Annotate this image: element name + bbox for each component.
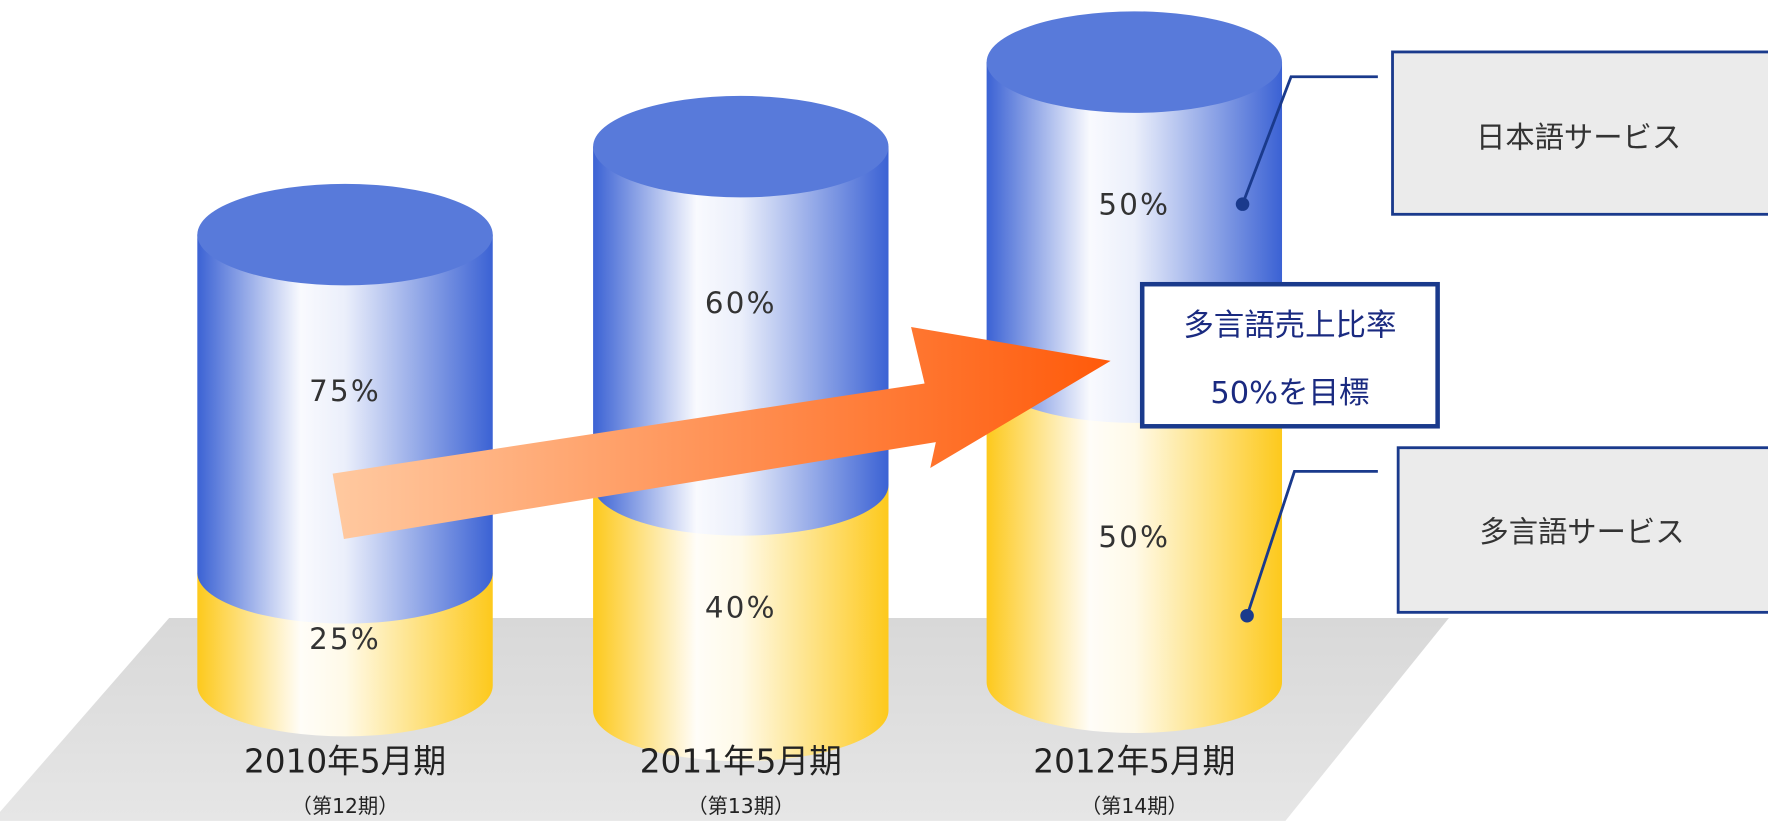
x-tick-label: 2012年5月期	[1033, 742, 1235, 780]
cylinder-top	[593, 95, 889, 198]
x-tick-sublabel: （第13期）	[687, 794, 794, 818]
leader-dot	[1235, 197, 1250, 211]
leader-dot	[1240, 608, 1254, 623]
value-label: 50%	[1098, 520, 1170, 554]
annotation-text: 多言語売上比率	[1183, 309, 1396, 344]
cylinders: 2010年5月期 （第12期） 2011年5月期 （第13期） 2012年5月期 （第14…	[197, 11, 1283, 818]
annotation-text: 50%を目標	[1210, 376, 1369, 411]
x-tick-sublabel: （第14期）	[1081, 794, 1188, 818]
leader-line	[1241, 75, 1378, 205]
growth-arrow	[332, 327, 1111, 540]
legend-label: 多言語サービス	[1479, 515, 1684, 549]
x-tick-label: 2011年5月期	[640, 742, 842, 780]
value-label: 50%	[1098, 187, 1170, 221]
value-label: 60%	[705, 286, 777, 320]
cylinder-top	[197, 183, 493, 286]
cylinder-top	[986, 11, 1283, 113]
x-tick-sublabel: （第12期）	[292, 794, 399, 818]
legend-label: 日本語サービス	[1476, 120, 1681, 154]
annotation-box	[1139, 281, 1440, 429]
value-label: 75%	[309, 374, 381, 408]
legend-box	[1391, 50, 1768, 216]
cylinder-segment	[593, 484, 889, 762]
leader-line	[1245, 469, 1378, 617]
cylinder-segment	[197, 234, 493, 624]
legend-box	[1396, 446, 1768, 614]
cylinder-segment	[986, 372, 1283, 733]
value-label: 40%	[705, 590, 777, 624]
x-tick-label: 2010年5月期	[244, 742, 446, 780]
value-label: 25%	[309, 622, 381, 656]
